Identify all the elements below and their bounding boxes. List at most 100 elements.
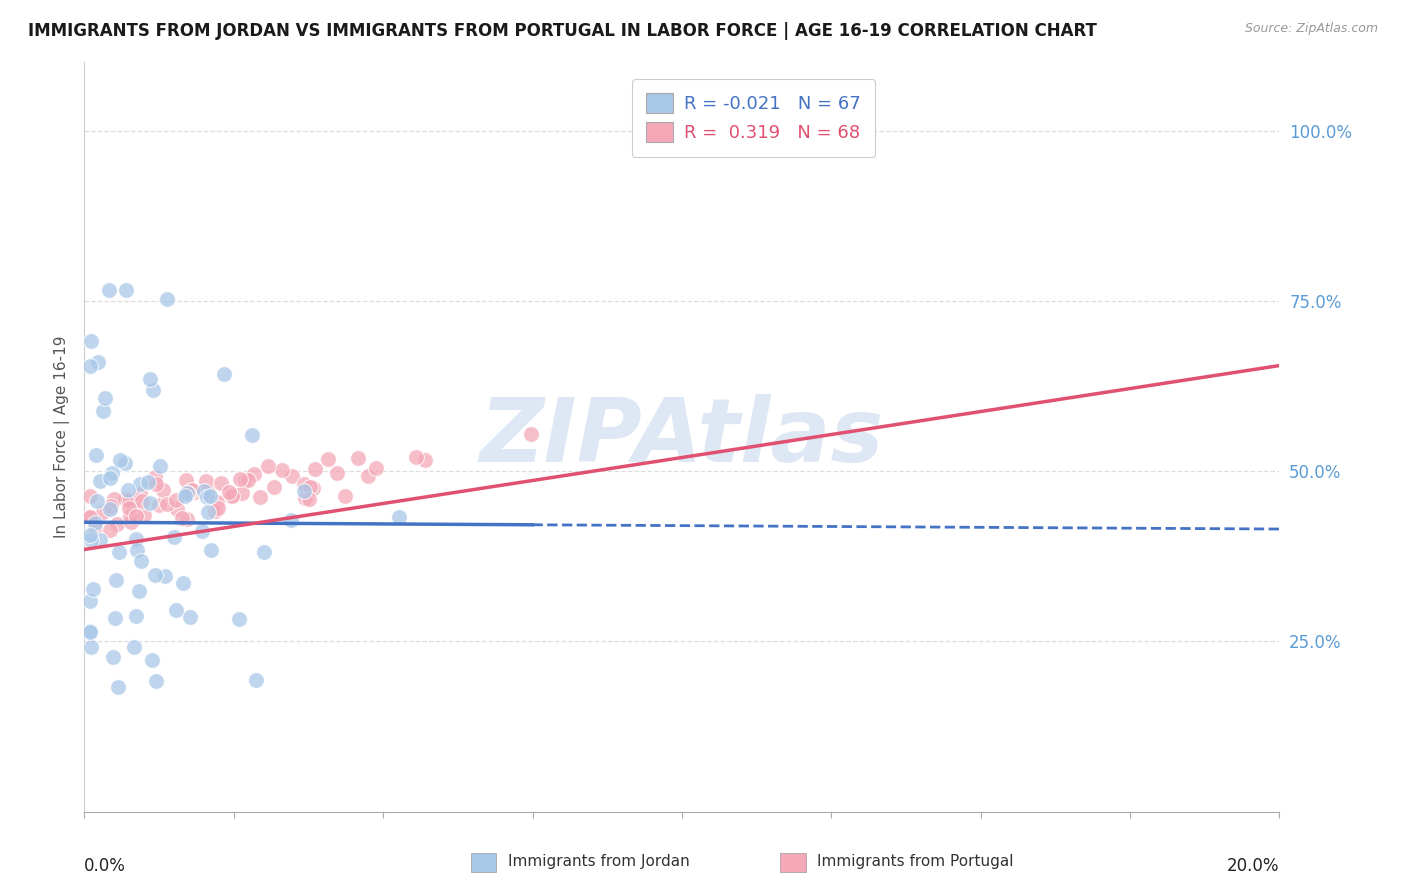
Point: [218, 485, 240, 500]
Point: [84, 516, 107, 530]
Point: [145, 470, 167, 484]
Point: [98, 471, 121, 485]
Point: [104, 610, 127, 624]
Point: [117, 492, 139, 507]
Point: [80, 640, 103, 655]
Point: [143, 567, 166, 582]
Point: [231, 485, 253, 500]
Point: [520, 427, 543, 442]
Point: [156, 292, 179, 306]
Point: [129, 476, 152, 491]
Point: [98, 283, 121, 297]
Point: [94, 391, 117, 405]
Point: [204, 504, 226, 518]
Point: [165, 492, 187, 507]
Point: [176, 486, 198, 500]
Text: IMMIGRANTS FROM JORDAN VS IMMIGRANTS FROM PORTUGAL IN LABOR FORCE | AGE 16-19 CO: IMMIGRANTS FROM JORDAN VS IMMIGRANTS FRO…: [28, 22, 1097, 40]
Point: [125, 609, 148, 624]
Point: [236, 473, 259, 487]
Point: [179, 610, 201, 624]
Point: [209, 475, 232, 490]
Point: [165, 603, 187, 617]
Point: [145, 674, 167, 689]
Point: [364, 461, 387, 475]
Point: [177, 486, 200, 500]
Point: [292, 477, 315, 491]
Point: [249, 491, 271, 505]
Point: [301, 481, 323, 495]
Point: [193, 484, 215, 499]
Text: Immigrants from Portugal: Immigrants from Portugal: [817, 855, 1014, 869]
Point: [80, 334, 103, 348]
Point: [118, 501, 141, 516]
Point: [190, 524, 212, 539]
Point: [298, 492, 321, 507]
Point: [405, 450, 427, 464]
Point: [197, 485, 219, 500]
Point: [413, 453, 436, 467]
Point: [82, 582, 104, 596]
Point: [142, 383, 165, 397]
Point: [79, 594, 101, 608]
Point: [298, 480, 321, 494]
Point: [156, 497, 179, 511]
Point: [172, 511, 194, 525]
Point: [101, 466, 124, 480]
Point: [181, 483, 204, 498]
Point: [86, 355, 108, 369]
Point: [107, 681, 129, 695]
Point: [294, 491, 316, 505]
Point: [263, 479, 285, 493]
Point: [79, 359, 101, 373]
Point: [122, 640, 145, 654]
Point: [91, 404, 114, 418]
Point: [145, 476, 167, 491]
Point: [128, 583, 150, 598]
Point: [131, 494, 153, 508]
Point: [138, 496, 160, 510]
Point: [120, 515, 142, 529]
Point: [79, 624, 101, 638]
Point: [346, 451, 368, 466]
Point: [132, 508, 155, 523]
Point: [84, 448, 107, 462]
Point: [103, 491, 125, 506]
Point: [114, 491, 136, 506]
Point: [316, 452, 339, 467]
Point: [326, 466, 349, 480]
Point: [176, 511, 198, 525]
Point: [153, 569, 176, 583]
Point: [271, 463, 294, 477]
Point: [98, 502, 121, 516]
Point: [221, 489, 243, 503]
Point: [86, 494, 108, 508]
Point: [174, 473, 197, 487]
Point: [139, 372, 162, 386]
Text: ZIPAtlas: ZIPAtlas: [479, 393, 884, 481]
Point: [207, 500, 229, 515]
Point: [129, 554, 152, 568]
Point: [125, 532, 148, 546]
Point: [108, 544, 131, 558]
Point: [89, 474, 111, 488]
Point: [205, 495, 228, 509]
Point: [335, 489, 357, 503]
Point: [163, 530, 186, 544]
Point: [233, 473, 256, 487]
Point: [229, 472, 252, 486]
Point: [125, 509, 148, 524]
Point: [304, 462, 326, 476]
Point: [129, 487, 152, 501]
Point: [115, 283, 138, 297]
Point: [212, 368, 235, 382]
Point: [292, 484, 315, 499]
Point: [141, 653, 163, 667]
Point: [127, 543, 149, 558]
Point: [105, 573, 128, 587]
Point: [172, 575, 194, 590]
Point: [228, 612, 250, 626]
Point: [252, 545, 274, 559]
Point: [180, 483, 202, 497]
Point: [195, 474, 218, 488]
Point: [281, 469, 304, 483]
